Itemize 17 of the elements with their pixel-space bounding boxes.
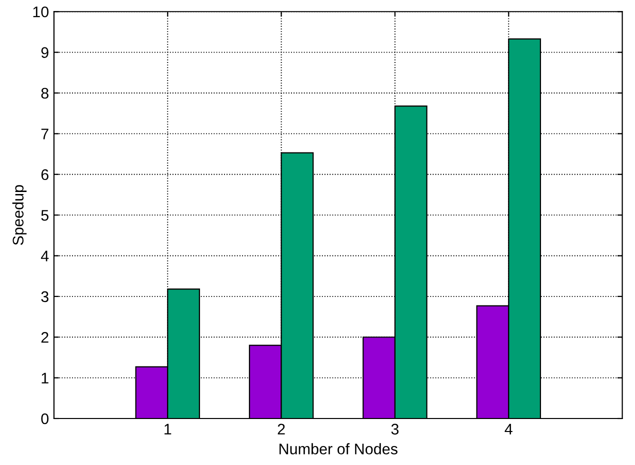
y-tick-label: 2	[41, 332, 48, 343]
y-tick-label: 7	[41, 128, 48, 140]
x-tick-label: 1	[164, 424, 172, 434]
x-tick-label: 3	[391, 424, 399, 435]
y-tick-label: 5	[41, 210, 48, 221]
x-tick-label: 4	[504, 424, 512, 434]
y-tick-label: 1	[42, 372, 48, 384]
y-tick-label: 6	[41, 169, 48, 180]
y-tick-label: 4	[40, 250, 49, 262]
x-tick-label: 2	[278, 424, 285, 434]
y-tick-label: 10	[33, 6, 49, 18]
x-axis-title: Number of Nodes	[280, 443, 398, 454]
y-tick-label: 8	[41, 88, 48, 99]
y-tick-label: 9	[41, 47, 48, 58]
y-axis-title: Speedup	[12, 185, 27, 245]
y-tick-label: 0	[41, 413, 49, 424]
y-tick-label: 3	[41, 291, 48, 302]
